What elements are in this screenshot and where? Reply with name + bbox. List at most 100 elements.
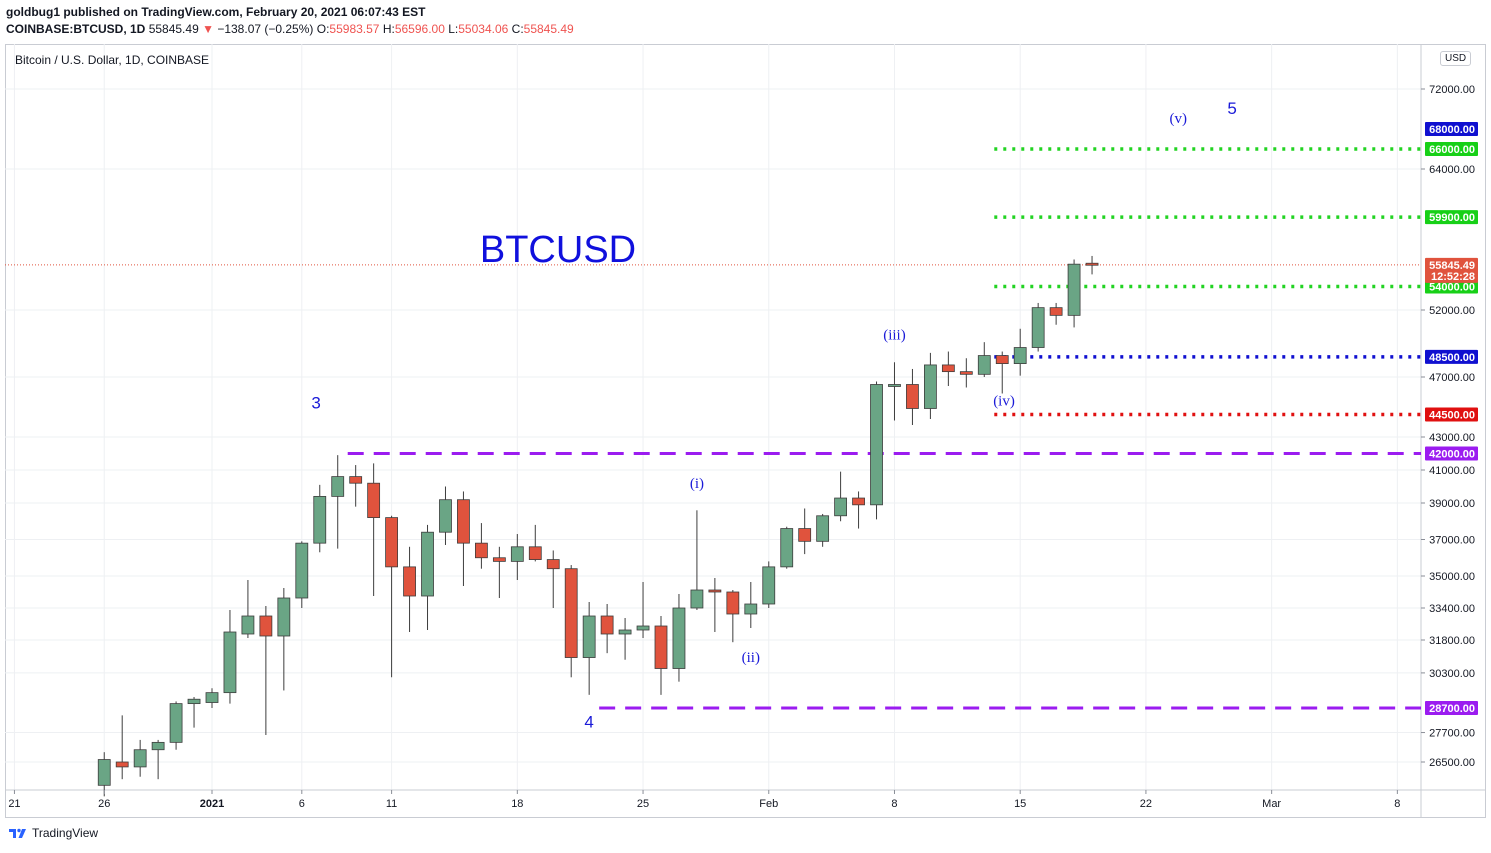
candle-body bbox=[528, 546, 542, 560]
candle-body bbox=[941, 364, 955, 373]
candle-body bbox=[816, 515, 830, 542]
candle-body bbox=[636, 625, 650, 631]
x-tick-label: 25 bbox=[637, 798, 649, 810]
y-tick-label: 64000.00 bbox=[1429, 164, 1475, 176]
y-tick-label: 31800.00 bbox=[1429, 635, 1475, 647]
publisher-text: goldbug1 published on TradingView.com, F… bbox=[6, 5, 426, 19]
level-badge: 48500.00 bbox=[1429, 352, 1475, 364]
x-tick-label: 26 bbox=[98, 798, 110, 810]
candle-body bbox=[1013, 347, 1027, 364]
x-tick-label: 8 bbox=[891, 798, 897, 810]
candle-body bbox=[295, 542, 309, 599]
wave-label: (v) bbox=[1169, 111, 1187, 127]
high-value: 56596.00 bbox=[394, 22, 445, 36]
candle-body bbox=[169, 703, 183, 743]
high-label: H: bbox=[382, 22, 395, 36]
symbol-text: COINBASE:BTCUSD, 1D bbox=[6, 22, 146, 36]
wave-label: (iv) bbox=[993, 394, 1015, 410]
change-text: −138.07 (−0.25%) bbox=[217, 22, 314, 36]
ohlc-line: COINBASE:BTCUSD, 1D 55845.49 ▼ −138.07 (… bbox=[6, 22, 574, 36]
level-badge-bg bbox=[1425, 446, 1478, 461]
candle-body bbox=[313, 495, 327, 544]
y-tick-label: 35000.00 bbox=[1429, 571, 1475, 583]
candle-body bbox=[385, 517, 399, 568]
publisher-line: goldbug1 published on TradingView.com, F… bbox=[6, 5, 425, 19]
y-tick-label: 72000.00 bbox=[1429, 84, 1475, 96]
candle-body bbox=[1067, 263, 1081, 316]
candle-body bbox=[564, 568, 578, 658]
candle-body bbox=[672, 607, 686, 669]
level-badge: 59900.00 bbox=[1429, 212, 1475, 224]
axis-badge-bg bbox=[1425, 122, 1478, 136]
candle-body bbox=[241, 615, 255, 635]
wave-label: (iii) bbox=[883, 327, 906, 343]
y-tick-label: 37000.00 bbox=[1429, 535, 1475, 547]
level-badge: 28700.00 bbox=[1429, 703, 1475, 715]
candle-body bbox=[798, 528, 812, 542]
candle-body bbox=[906, 384, 919, 409]
open-label: O: bbox=[316, 22, 330, 36]
y-tick-label: 30300.00 bbox=[1429, 668, 1475, 680]
candle-body bbox=[97, 759, 111, 786]
candle-body bbox=[457, 499, 470, 544]
candle-body bbox=[421, 531, 434, 597]
x-tick-label: 11 bbox=[386, 798, 397, 810]
candle-body bbox=[223, 631, 237, 694]
footer-brand[interactable]: TradingView bbox=[8, 826, 98, 840]
y-tick-label: 41000.00 bbox=[1429, 465, 1475, 477]
candle-body bbox=[959, 371, 973, 375]
level-badge-bg bbox=[1425, 210, 1478, 225]
candle-body bbox=[654, 625, 668, 669]
candle-body bbox=[151, 741, 165, 751]
candle-body bbox=[852, 497, 865, 506]
down-arrow-icon: ▼ bbox=[202, 22, 214, 36]
level-badge-bg bbox=[1425, 279, 1478, 294]
footer-brand-text: TradingView bbox=[32, 826, 99, 840]
candle-body bbox=[492, 557, 506, 562]
chart-symbol-title: Bitcoin / U.S. Dollar, 1D, COINBASE bbox=[15, 53, 210, 67]
axis-badge-bg bbox=[1425, 268, 1478, 283]
level-badge-bg bbox=[1425, 407, 1478, 422]
candle-body bbox=[582, 615, 596, 658]
wave-label: (ii) bbox=[742, 650, 760, 666]
candle-body bbox=[1049, 307, 1063, 316]
candle-body bbox=[349, 476, 363, 484]
level-badge: 66000.00 bbox=[1429, 144, 1475, 156]
candle-body bbox=[834, 497, 847, 517]
candle-body bbox=[977, 355, 991, 375]
candle-body bbox=[187, 698, 201, 705]
x-tick-label: 15 bbox=[1014, 798, 1026, 810]
x-tick-label: 18 bbox=[511, 798, 523, 810]
axis-badge: 68000.00 bbox=[1429, 124, 1475, 136]
x-tick-label: Feb bbox=[759, 798, 778, 810]
x-tick-label: Mar bbox=[1262, 798, 1281, 810]
y-tick-label: 47000.00 bbox=[1429, 372, 1475, 384]
level-badge: 42000.00 bbox=[1429, 449, 1475, 461]
wave-label: (i) bbox=[690, 476, 704, 492]
candle-body bbox=[924, 364, 937, 409]
tradingview-logo-icon bbox=[9, 828, 26, 838]
axis-badge: 12:52:28 bbox=[1431, 271, 1475, 283]
wave-label: 3 bbox=[311, 394, 320, 413]
candle-body bbox=[780, 528, 794, 568]
x-tick-label: 8 bbox=[1394, 798, 1400, 810]
candle-body bbox=[510, 546, 524, 562]
candle-body bbox=[618, 629, 632, 635]
candle-body bbox=[1085, 262, 1099, 266]
candle-body bbox=[762, 566, 776, 605]
candle-body bbox=[205, 692, 219, 703]
candle-body bbox=[367, 482, 381, 519]
candle-body bbox=[995, 355, 1009, 364]
open-value: 55983.57 bbox=[329, 22, 380, 36]
chart-frame[interactable] bbox=[5, 44, 1486, 818]
currency-badge[interactable]: USD bbox=[1440, 51, 1472, 66]
candle-body bbox=[546, 559, 560, 570]
candle-body bbox=[870, 384, 883, 506]
candle-body bbox=[744, 603, 758, 615]
y-tick-label: 26500.00 bbox=[1429, 757, 1475, 769]
chart-title: BTCUSD bbox=[480, 229, 636, 271]
x-tick-label: 2021 bbox=[200, 798, 224, 810]
candle-body bbox=[690, 589, 704, 609]
axis-badge: 55845.49 bbox=[1429, 260, 1475, 272]
